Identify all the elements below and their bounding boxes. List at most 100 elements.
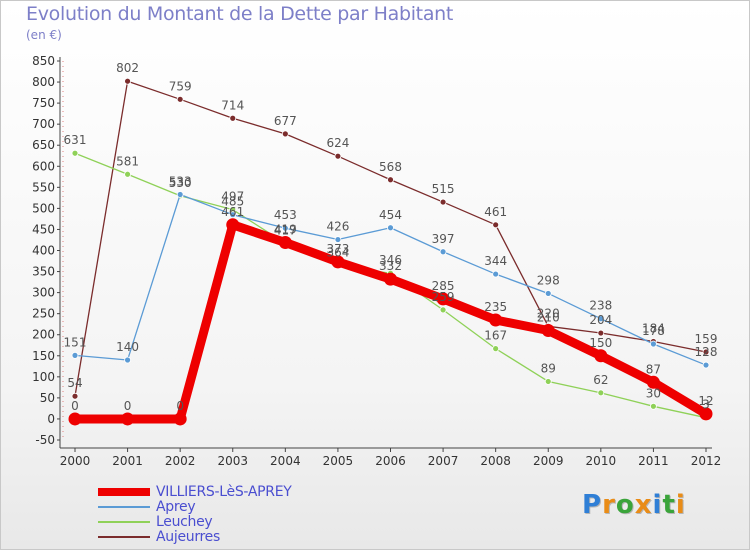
y-tick-label: 800 [32,75,55,89]
x-tick-label: 2005 [323,454,354,468]
data-label-3: 54 [67,376,82,390]
legend-item-aujeurres: Aujeurres [98,528,292,545]
data-label-3: 159 [695,332,718,346]
legend-swatch-aprey [98,505,150,508]
x-tick-label: 2000 [60,454,91,468]
data-point-3 [281,130,289,138]
data-point-1 [176,191,184,198]
data-label-0: 332 [379,259,402,273]
y-tick-label: 650 [32,138,55,152]
x-tick-label: 2007 [428,454,459,468]
data-label-3: 624 [326,136,349,150]
y-tick-label: 300 [32,286,55,300]
data-label-3: 759 [169,79,192,93]
y-tick-label: 350 [32,265,55,279]
y-tick-label: 700 [32,117,55,131]
data-label-1: 454 [379,208,402,222]
data-point-1 [229,211,237,219]
data-label-1: 397 [432,232,455,246]
data-label-1: 128 [695,345,718,359]
x-tick-label: 2008 [480,454,511,468]
y-tick-label: 50 [40,391,55,405]
data-point-0 [173,412,187,426]
logo-letter: x [634,490,653,520]
x-tick-label: 2002 [165,454,196,468]
data-label-2: 581 [116,154,139,168]
legend-swatch-aujeurres [98,535,150,538]
data-point-1 [492,270,500,278]
logo-letter: i [652,490,663,520]
data-point-3 [176,95,184,103]
data-point-1 [71,351,79,359]
data-label-2: 3 [702,398,710,412]
data-point-3 [597,329,605,337]
data-point-2 [650,402,657,410]
data-label-3: 461 [484,205,507,219]
data-point-3 [387,176,394,184]
data-point-2 [439,306,447,314]
data-point-3 [492,221,500,229]
data-point-2 [492,345,500,353]
logo-letter: r [602,490,616,520]
data-point-2 [124,170,131,178]
legend-item-aprey: Aprey [98,498,292,515]
data-point-0 [489,313,503,327]
data-label-3: 568 [379,160,402,174]
data-point-1 [597,315,605,323]
data-label-3: 220 [537,306,560,320]
data-point-1 [281,224,289,232]
data-point-0 [278,235,292,249]
data-label-2: 631 [64,133,87,147]
data-label-0: 12 [698,394,713,408]
legend-label-aprey: Aprey [156,498,196,515]
data-label-2: 30 [646,386,661,400]
data-label-1: 485 [221,195,244,209]
data-label-0: 87 [646,362,661,376]
y-tick-label: -50 [35,433,55,447]
chart-title: Evolution du Montant de la Dette par Hab… [26,3,454,25]
data-label-2: 530 [169,176,192,190]
y-tick-label: 550 [32,180,55,194]
y-tick-label: 400 [32,244,55,258]
legend-label-aujeurres: Aujeurres [156,528,220,545]
y-tick-label: 850 [32,54,55,68]
data-point-3 [439,198,447,206]
data-point-1 [387,224,394,232]
data-point-0 [121,412,135,426]
data-point-3 [334,152,342,160]
data-point-3 [124,77,131,85]
data-label-3: 184 [642,321,665,335]
data-label-1: 426 [326,220,349,234]
x-tick-label: 2003 [217,454,248,468]
data-label-2: 346 [379,253,402,267]
x-tick-label: 2012 [691,454,722,468]
y-tick-label: 750 [32,96,55,110]
y-tick-label: 200 [32,328,55,342]
data-point-0 [594,349,608,363]
data-label-1: 151 [64,335,87,349]
data-label-1: 178 [642,324,665,338]
data-label-2: 417 [274,223,297,237]
data-point-3 [229,114,237,122]
chart-unit: (en €) [26,28,62,42]
y-tick-label: 150 [32,349,55,363]
y-tick-label: 100 [32,370,55,384]
legend-swatch-villiers [98,487,150,496]
data-label-0: 461 [221,205,244,219]
data-label-2: 62 [593,373,608,387]
data-label-2: 364 [326,246,349,260]
x-tick-label: 2010 [586,454,617,468]
x-tick-label: 2001 [112,454,143,468]
legend: VILLIERS-LèS-APREY Aprey Leuchey Aujeurr… [98,484,292,545]
logo-letter: i [675,490,686,520]
data-label-1: 298 [537,273,560,287]
data-point-0 [68,412,82,426]
y-tick-label: 600 [32,159,55,173]
data-label-0: 0 [176,399,184,413]
data-label-1: 344 [484,254,507,268]
logo-letter: t [662,490,676,520]
data-point-2 [71,149,79,157]
data-label-3: 714 [221,98,244,112]
data-point-1 [334,236,342,243]
legend-label-leuchey: Leuchey [156,513,213,530]
